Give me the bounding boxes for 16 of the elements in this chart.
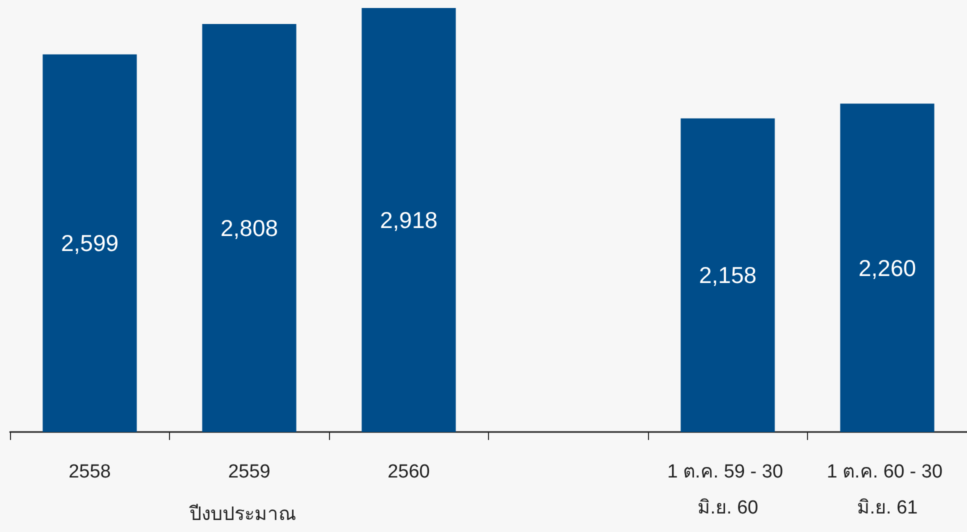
x-tick-label: 2560 [388,462,430,482]
x-tick-label: 1 ต.ค. 59 - 30 มิ.ย. 60 [667,462,788,518]
bar [680,118,775,432]
data-label: 2,918 [380,207,438,233]
x-axis-title: ปีงบประมาณ [188,503,296,525]
x-tick-label: 1 ต.ค. 60 - 30 มิ.ย. 61 [826,462,948,518]
data-label: 2,808 [220,214,278,241]
data-label: 2,599 [60,230,119,256]
data-label: 2,260 [858,254,916,281]
bar [202,24,296,432]
bar [42,54,137,432]
bar [840,104,934,432]
bar [362,8,456,432]
data-label: 2,158 [698,262,757,288]
x-tick-label: 2558 [68,462,111,482]
x-tick-label: 2559 [228,462,270,482]
